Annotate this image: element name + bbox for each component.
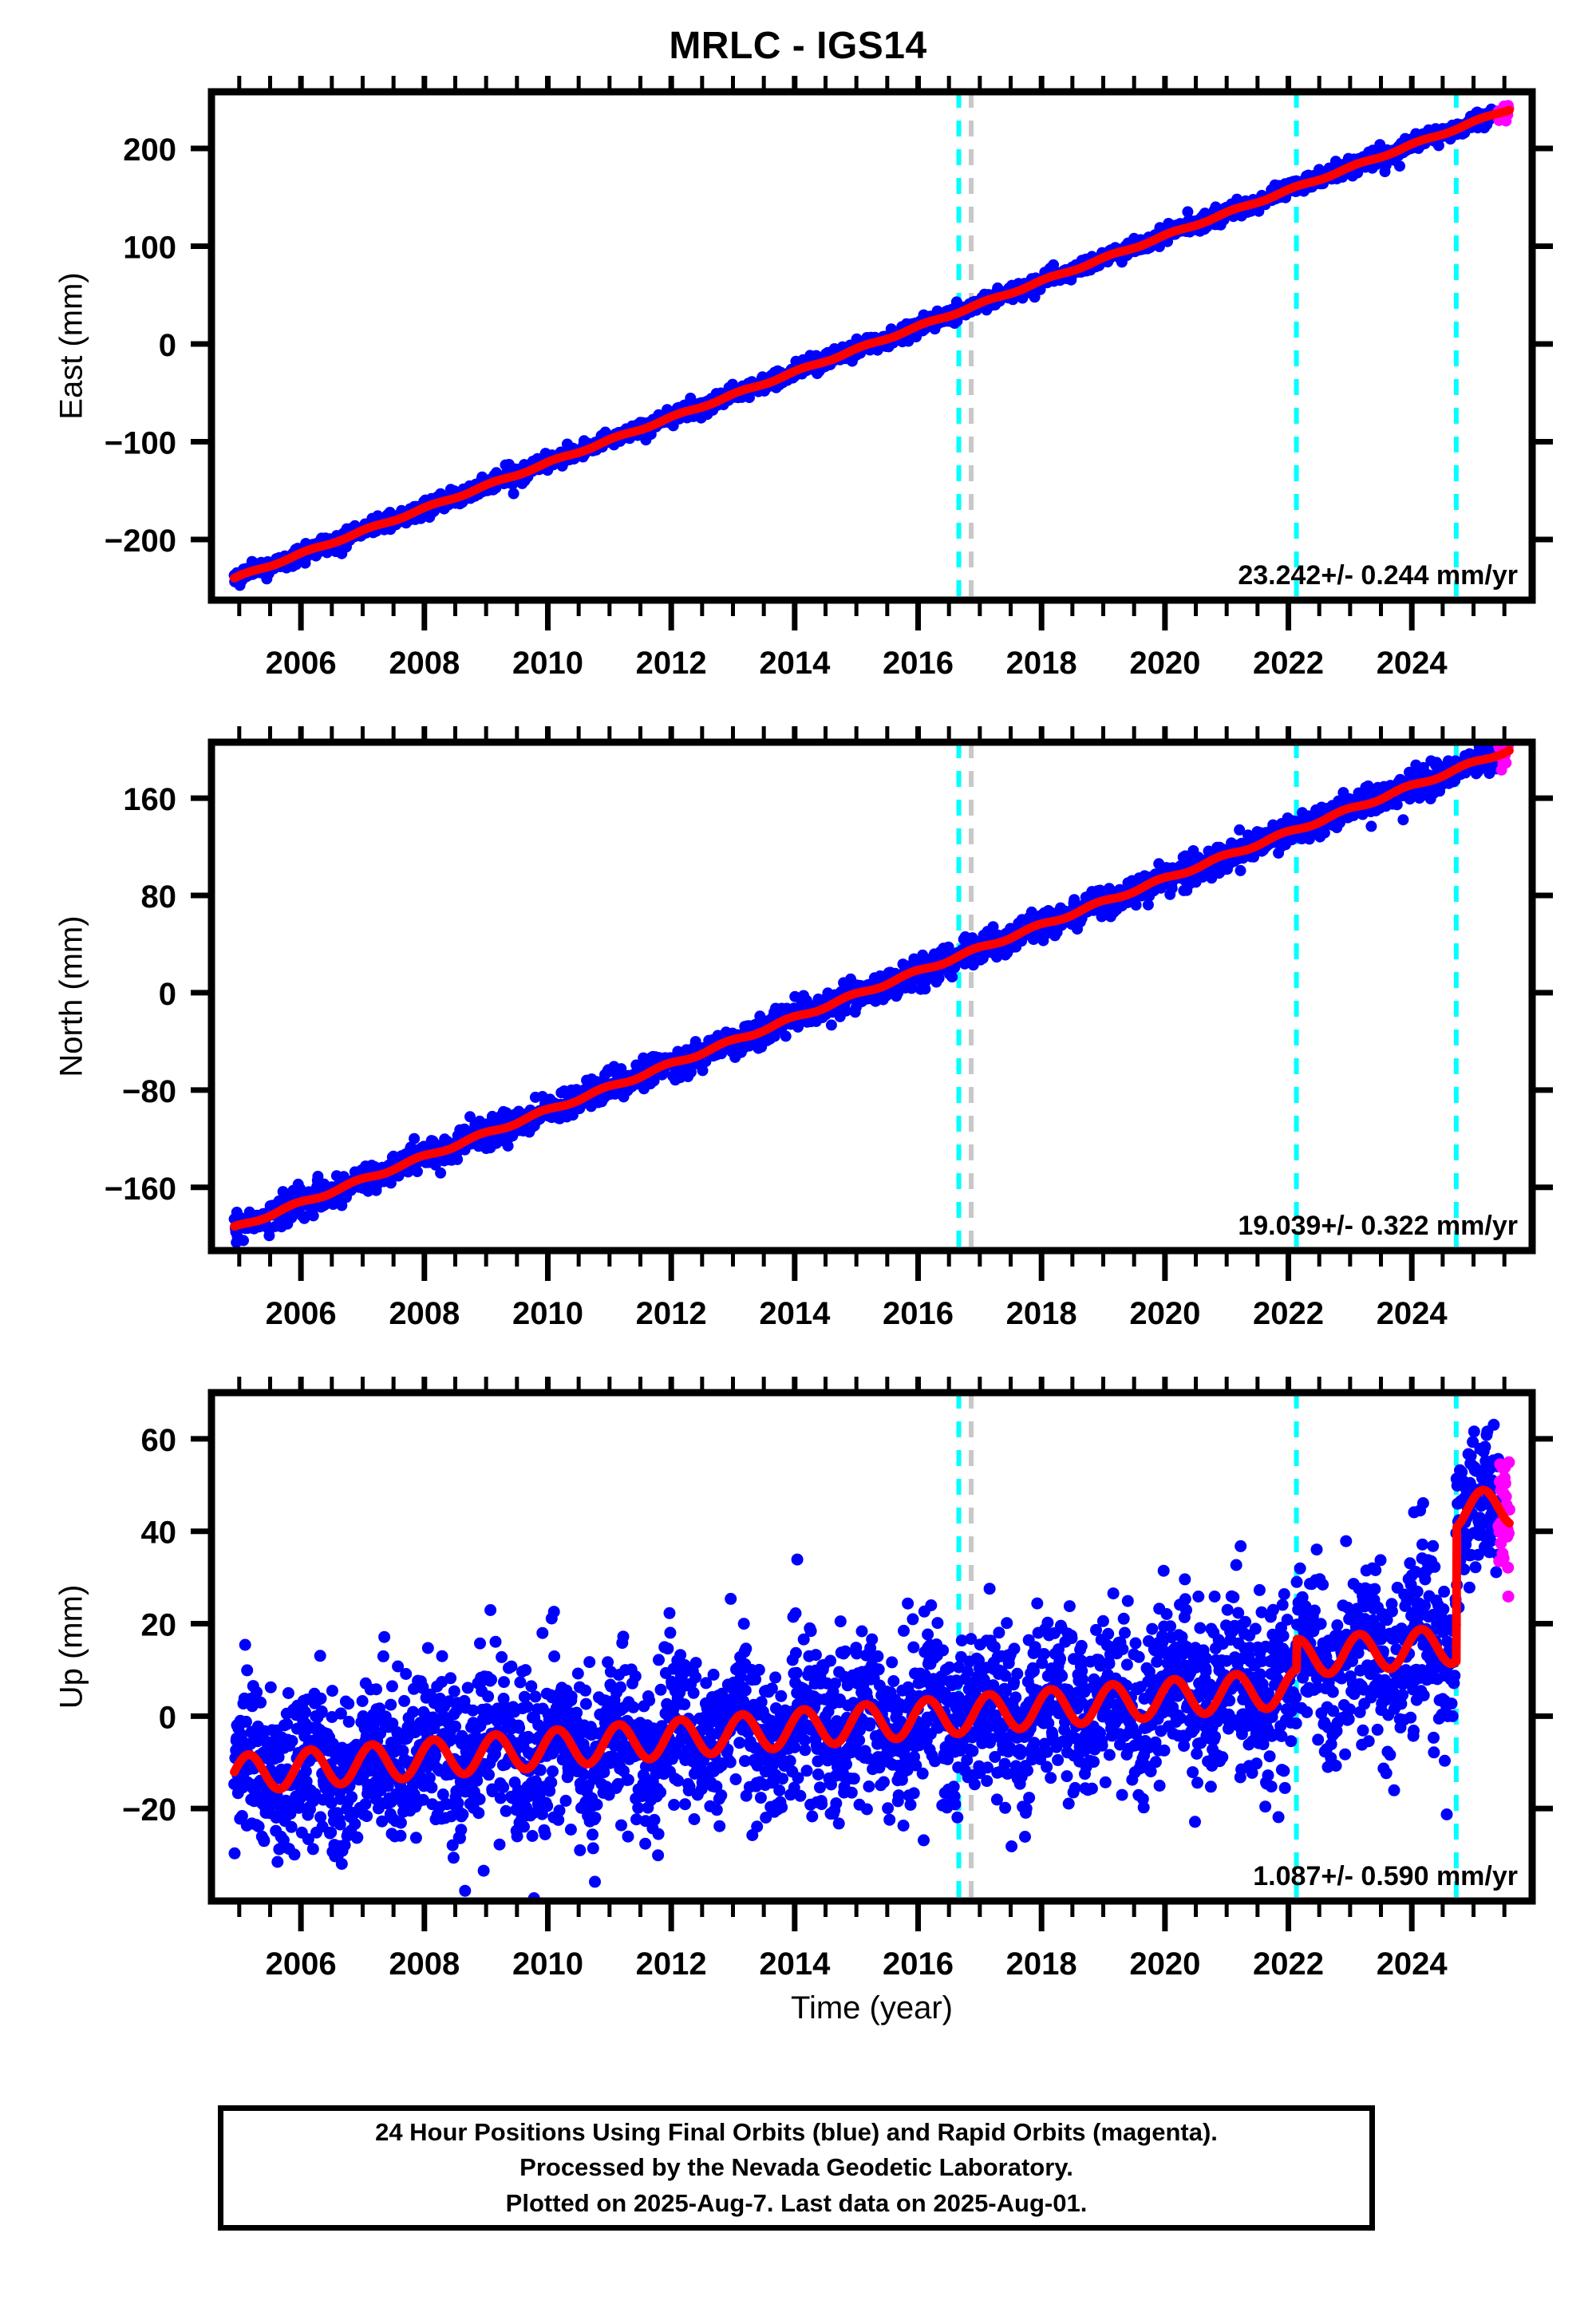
model-fit-line — [230, 745, 1514, 1231]
x-tick-label: 2022 — [1253, 1946, 1324, 1982]
x-tick-label: 2006 — [266, 1946, 337, 1982]
rate-annotation-north: 19.039+/- 0.322 mm/yr — [1238, 1211, 1518, 1241]
x-axis: 2006 2008 2010 2012 2014 2016 2018 2020 2022 2024 — [237, 726, 1507, 1331]
x-tick-label: 2010 — [512, 646, 583, 681]
x-tick-label: 2018 — [1006, 1946, 1077, 1982]
caption-line-2: Processed by the Nevada Geodetic Laborat… — [519, 2153, 1073, 2182]
x-tick-label: 2016 — [883, 1296, 954, 1331]
x-tick-label: 2020 — [1129, 646, 1200, 681]
x-tick-label: 2006 — [266, 1296, 337, 1331]
x-tick-label: 2024 — [1377, 1946, 1448, 1982]
y-tick-label: −80 — [122, 1074, 176, 1109]
x-tick-label: 2012 — [636, 646, 707, 681]
y-tick-label: 200 — [123, 132, 176, 168]
x-tick-label: 2010 — [512, 1946, 583, 1982]
y-axis-label-up: Up (mm) — [53, 1584, 89, 1709]
y-tick-label: −20 — [122, 1792, 176, 1828]
y-tick-label: 0 — [159, 977, 176, 1012]
y-tick-label: 100 — [123, 231, 176, 266]
x-axis: 2006 2008 2010 2012 2014 2016 2018 2020 2022 2024 — [237, 76, 1507, 681]
x-tick-label: 2008 — [389, 1296, 460, 1331]
y-tick-label: 0 — [159, 328, 176, 363]
y-tick-label: −160 — [105, 1172, 176, 1207]
x-tick-label: 2010 — [512, 1296, 583, 1331]
caption-line-3: Plotted on 2025-Aug-7. Last data on 2025… — [505, 2188, 1088, 2217]
x-tick-label: 2024 — [1377, 1296, 1448, 1331]
x-tick-label: 2006 — [266, 646, 337, 681]
plot-content — [228, 92, 1515, 600]
y-axis-label-east: East (mm) — [53, 272, 89, 420]
model-fit-line — [230, 105, 1514, 583]
x-tick-label: 2022 — [1253, 1296, 1324, 1331]
y-tick-label: 0 — [159, 1700, 176, 1735]
x-tick-label: 2022 — [1253, 646, 1324, 681]
rate-annotation-east: 23.242+/- 0.244 mm/yr — [1238, 560, 1518, 591]
x-tick-label: 2014 — [759, 646, 831, 681]
y-axis: 200 100 0 −100 −200 — [105, 132, 1553, 559]
page-title: MRLC - IGS14 — [669, 25, 927, 67]
x-tick-label: 2020 — [1129, 1296, 1200, 1331]
x-tick-label: 2014 — [759, 1296, 831, 1331]
x-tick-label: 2024 — [1377, 646, 1448, 681]
y-axis: 60 40 20 0 −20 — [122, 1423, 1553, 1828]
y-tick-label: −200 — [105, 524, 176, 559]
plot-frame — [207, 738, 1536, 1255]
caption-box: 24 Hour Positions Using Final Orbits (bl… — [218, 2105, 1375, 2231]
y-tick-label: 40 — [141, 1516, 177, 1551]
y-tick-label: 20 — [141, 1608, 177, 1643]
plot-content — [228, 742, 1515, 1251]
panel-north: 160 80 0 −80 −160 2006 2008 2010 2012 2014 2016 201… — [28, 726, 1596, 1378]
x-tick-label: 2014 — [759, 1946, 831, 1982]
y-axis: 160 80 0 −80 −160 — [105, 782, 1553, 1207]
x-tick-label: 2016 — [883, 646, 954, 681]
y-axis-label-north: North (mm) — [53, 915, 89, 1077]
x-tick-label: 2008 — [389, 1946, 460, 1982]
x-tick-label: 2008 — [389, 646, 460, 681]
series-rapid-orbits — [1492, 1456, 1515, 1603]
x-axis-label: Time (year) — [791, 1990, 953, 2026]
rate-annotation-up: 1.087+/- 0.590 mm/yr — [1253, 1861, 1518, 1891]
panel-east: 200 100 0 −100 −200 2006 2008 2010 2012 2014 2016 2… — [28, 76, 1596, 728]
plot-north: 160 80 0 −80 −160 2006 2008 2010 2012 2014 2016 201… — [105, 726, 1553, 1331]
x-tick-label: 2018 — [1006, 646, 1077, 681]
y-tick-label: 60 — [141, 1423, 177, 1458]
plot-frame — [207, 1389, 1536, 1905]
x-tick-label: 2018 — [1006, 1296, 1077, 1331]
plot-content — [228, 1393, 1515, 1901]
y-tick-label: −100 — [105, 426, 176, 461]
model-fit-line — [230, 1485, 1514, 1794]
x-tick-label: 2016 — [883, 1946, 954, 1982]
x-tick-label: 2020 — [1129, 1946, 1200, 1982]
x-axis: 2006 2008 2010 2012 2014 2016 2018 2020 2022 2024 — [237, 1377, 1507, 1982]
panel-up: 60 40 20 0 −20 2006 2008 2010 2012 2014 2016 2018 20… — [28, 1377, 1596, 2029]
x-tick-label: 2012 — [636, 1946, 707, 1982]
caption-line-1: 24 Hour Positions Using Final Orbits (bl… — [375, 2118, 1218, 2147]
y-tick-label: 80 — [141, 879, 177, 915]
x-tick-label: 2012 — [636, 1296, 707, 1331]
y-tick-label: 160 — [123, 782, 176, 817]
